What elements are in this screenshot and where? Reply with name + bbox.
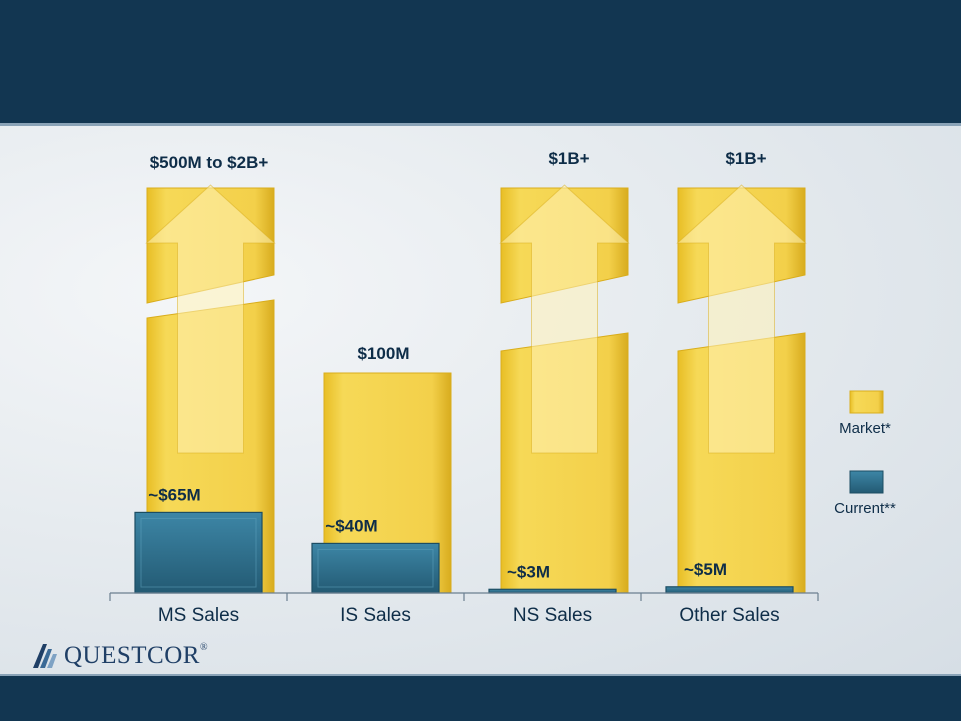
legend-swatch-current: [849, 470, 884, 494]
logo-text: QUESTCOR®: [64, 642, 209, 669]
market-label-ns-sales: $1B+: [548, 149, 589, 168]
current-bar-ms-sales: [134, 511, 263, 594]
legend-swatch-market: [849, 390, 884, 414]
questcor-logo: QUESTCOR®: [30, 636, 208, 676]
legend-label-current: Current**: [834, 500, 896, 517]
market-arrow-ms-sales: [145, 184, 276, 454]
market-label-is-sales: $100M: [358, 344, 410, 363]
market-label-ms-sales: $500M to $2B+: [150, 153, 269, 172]
current-bar-other-sales: [665, 586, 794, 594]
current-label-other-sales: ~$5M: [684, 560, 727, 579]
current-bar-bevel-ms-sales: [140, 517, 257, 588]
footer-rule: [0, 674, 961, 676]
footer-band: [0, 676, 961, 721]
header-rule: [0, 123, 961, 126]
category-label-other-sales: Other Sales: [679, 605, 779, 626]
market-label-other-sales: $1B+: [725, 149, 766, 168]
current-label-ms-sales: ~$65M: [148, 485, 200, 504]
current-label-ns-sales: ~$3M: [507, 562, 550, 581]
current-bar-is-sales: [311, 542, 440, 594]
legend-label-market: Market*: [839, 420, 891, 437]
current-label-is-sales: ~$40M: [325, 516, 377, 535]
sales-bar-chart: $500M to $2B+ ~$65M $100M ~$40M $1B+ ~$3M $1B+…: [109, 149, 896, 626]
category-label-is-sales: IS Sales: [340, 605, 411, 626]
category-label-ns-sales: NS Sales: [513, 605, 592, 626]
questcor-logo-icon: [33, 644, 57, 668]
market-arrow-other-sales: [676, 184, 807, 454]
market-arrow-ns-sales: [499, 184, 630, 454]
category-label-ms-sales: MS Sales: [158, 605, 239, 626]
current-bar-bevel-is-sales: [317, 548, 434, 588]
header-band: [0, 0, 961, 123]
